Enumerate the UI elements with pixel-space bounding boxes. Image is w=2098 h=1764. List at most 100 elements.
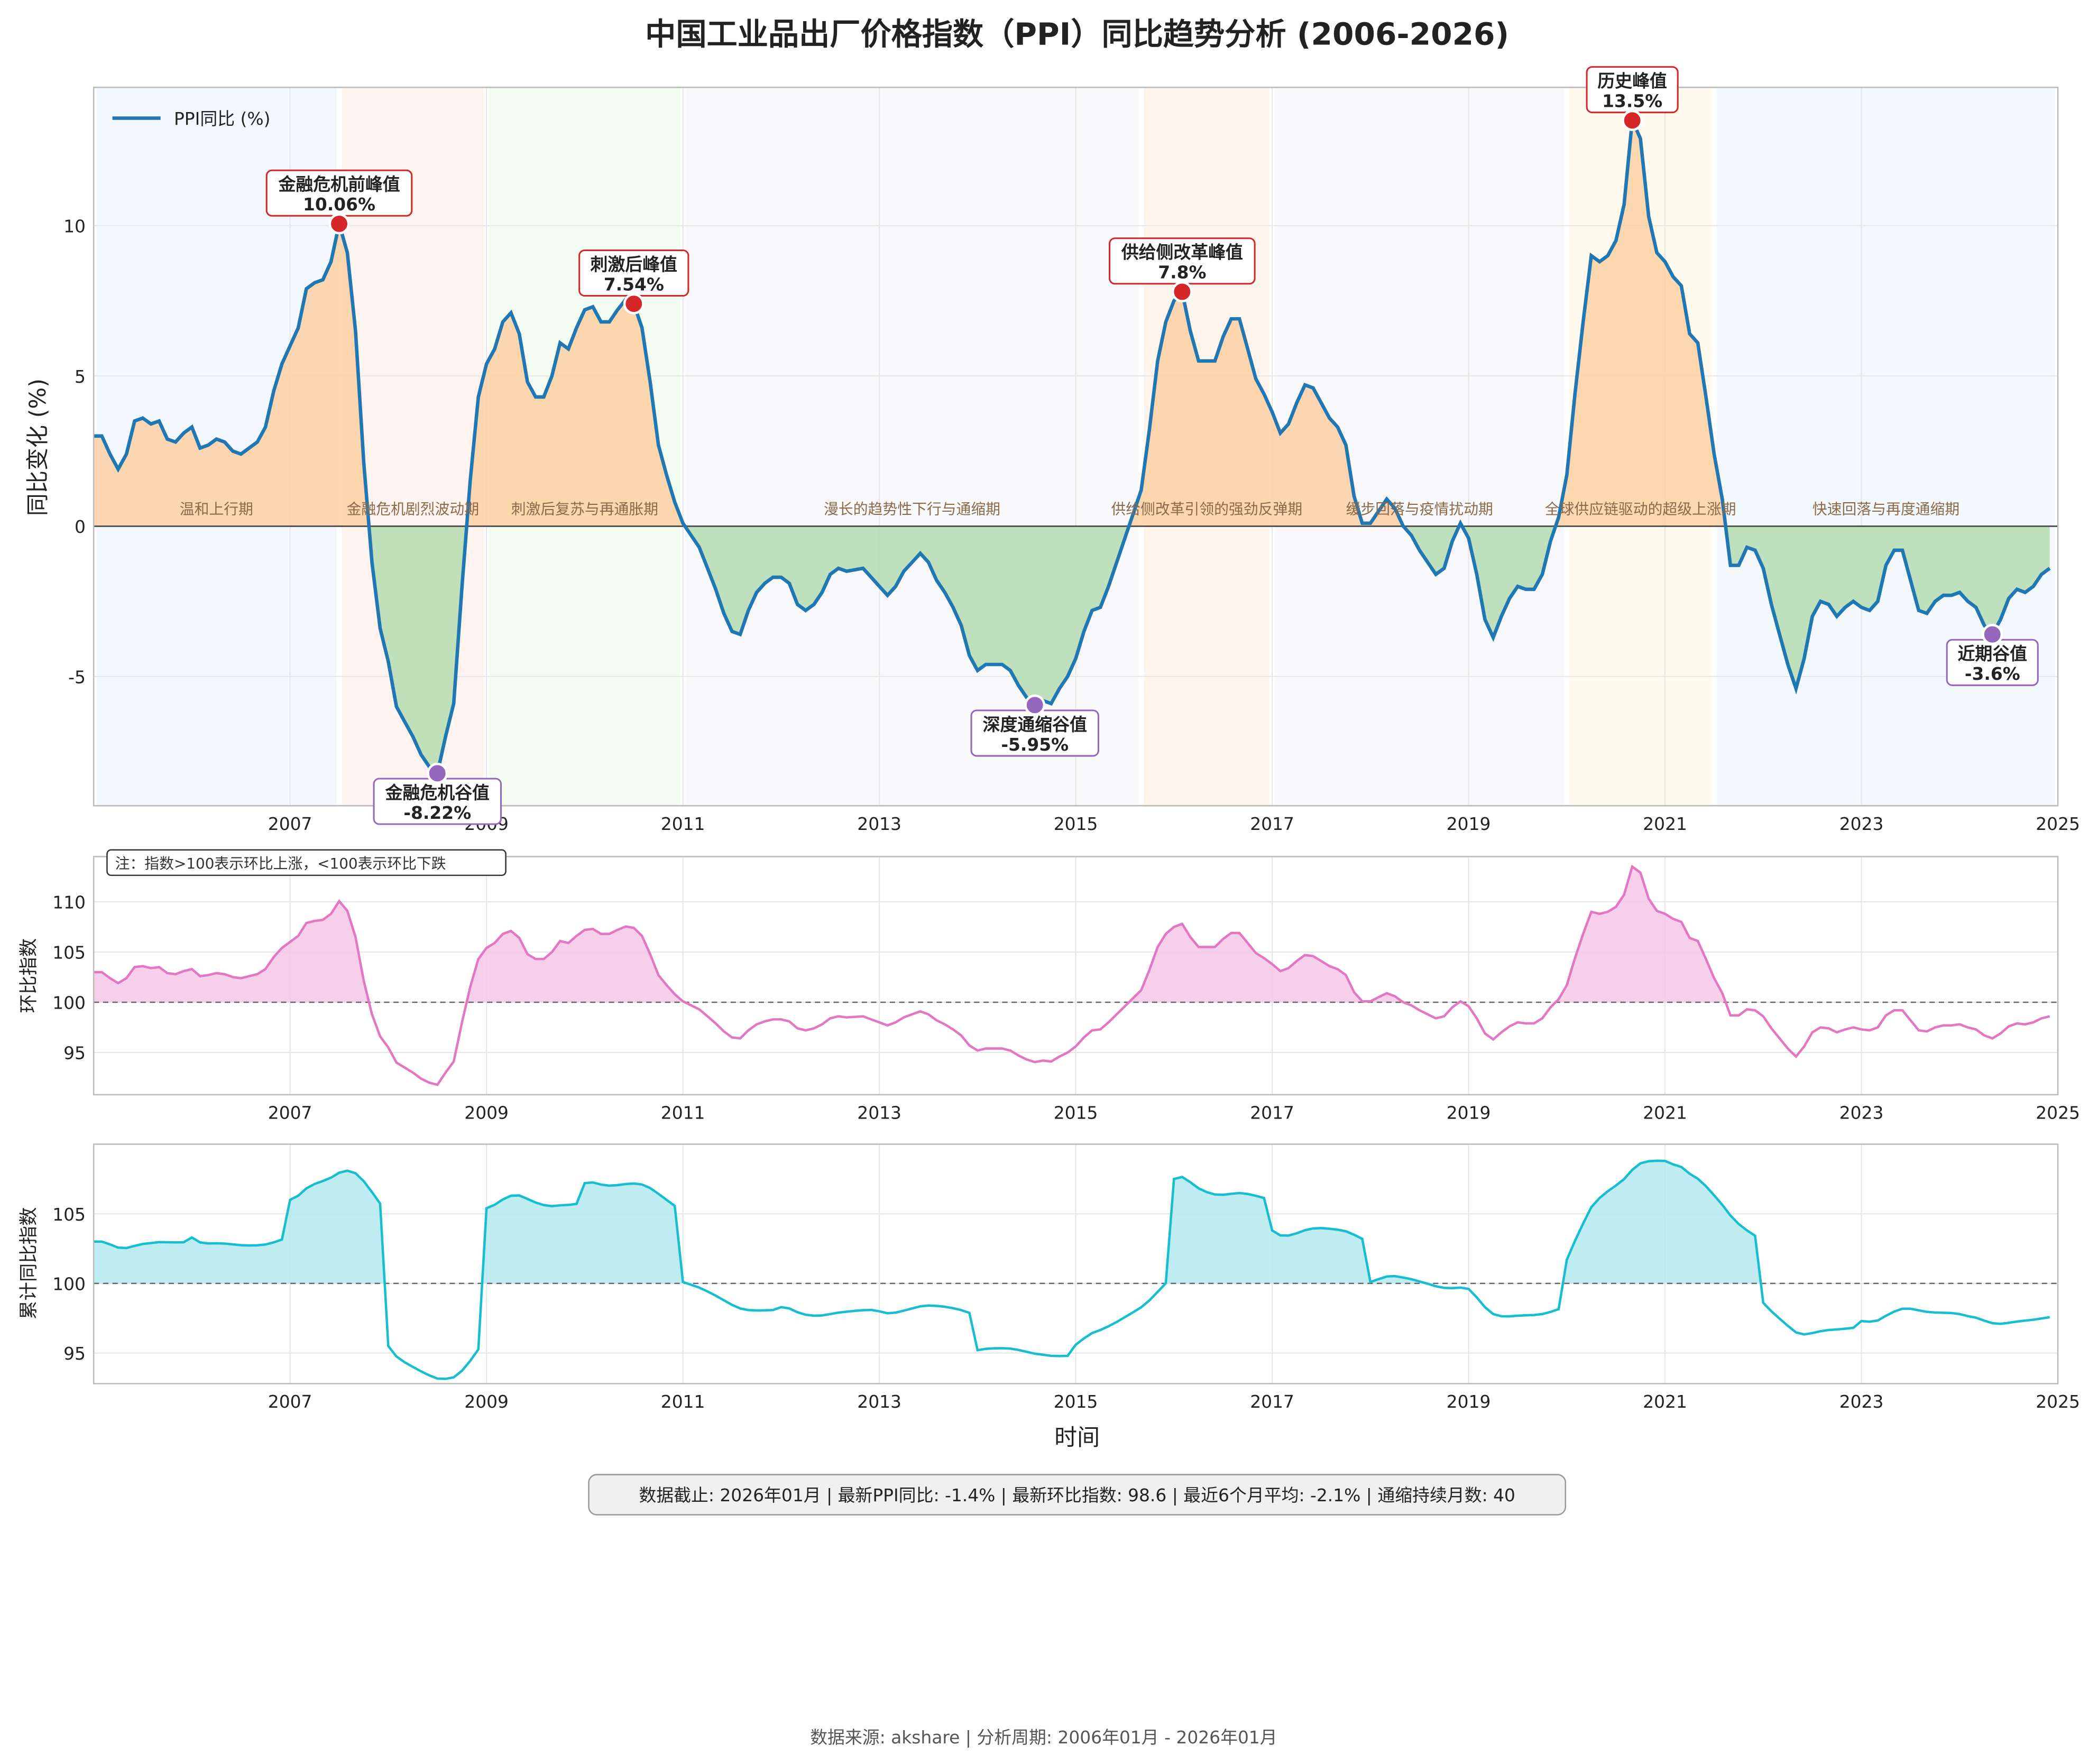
peak-marker <box>623 293 645 315</box>
x-tick-label: 2023 <box>1839 1102 1884 1123</box>
annotation-value: -5.95% <box>1001 734 1069 755</box>
annotation-title: 历史峰值 <box>1597 71 1667 91</box>
annotation-value: 7.54% <box>604 274 664 294</box>
trough-annotation: 金融危机谷值-8.22% <box>373 762 502 825</box>
period-label: 全球供应链驱动的超级上涨期 <box>1545 501 1736 518</box>
x-tick-label: 2025 <box>2036 814 2080 834</box>
x-tick-label: 2011 <box>661 814 705 834</box>
peak-marker <box>1622 109 1643 131</box>
x-tick-label: 2013 <box>857 814 901 834</box>
positive-area <box>94 120 1726 527</box>
x-tick-label: 2025 <box>2036 1391 2080 1412</box>
annotation-title: 金融危机前峰值 <box>278 174 400 195</box>
y-tick-label: 5 <box>75 366 86 387</box>
x-tick-label: 2017 <box>1250 1391 1294 1412</box>
main-panel: 2007200920112013201520172019202120232025… <box>63 66 2080 834</box>
period-band <box>1717 87 2056 806</box>
annotation-value: -8.22% <box>403 802 471 823</box>
chart-title: 中国工业品出厂价格指数（PPI）同比趋势分析 (2006-2026) <box>645 16 1509 52</box>
x-tick-label: 2007 <box>268 1391 312 1412</box>
legend: PPI同比 (%) <box>112 108 270 129</box>
period-band <box>685 87 1139 806</box>
main-ylabel: 同比变化 (%) <box>25 378 51 516</box>
series-line <box>94 864 2050 1086</box>
period-label: 供给侧改革引领的强劲反弹期 <box>1111 501 1302 518</box>
y-tick-label: 100 <box>52 993 86 1013</box>
cum-panel: 2007 2009 2011 2013 2015 2017 2019 2021 2023 2025… <box>52 1143 2080 1412</box>
y-tick-label: 95 <box>63 1343 86 1364</box>
annotation-title: 供给侧改革峰值 <box>1121 242 1243 263</box>
trough-marker <box>427 762 448 784</box>
legend-label: PPI同比 (%) <box>174 108 270 129</box>
x-tick-label: 2015 <box>1054 1391 1098 1412</box>
annotation-title: 刺激后峰值 <box>591 254 678 274</box>
negative-area <box>94 526 2050 773</box>
x-tick-label: 2025 <box>2036 1102 2080 1123</box>
trough-annotation: 近期谷值-3.6% <box>1946 624 2039 686</box>
annotation-value: -3.6% <box>1965 663 2020 684</box>
axes-frame <box>93 1143 2059 1384</box>
period-label: 快速回落与再度通缩期 <box>1812 501 1959 518</box>
period-label: 刺激后复苏与再通胀期 <box>511 501 658 518</box>
trough-marker <box>1024 694 1046 716</box>
y-tick-label: 105 <box>52 1204 86 1225</box>
x-tick-label: 2019 <box>1447 814 1491 834</box>
note-box: 注：指数>100表示环比上涨，<100表示环比下跌 <box>106 849 507 876</box>
x-tick-label: 2019 <box>1447 1102 1491 1123</box>
mom-panel: 2007 2009 2011 2013 2015 2017 2019 2021 2023 2025… <box>52 849 2080 1123</box>
annotation-title: 近期谷值 <box>1957 643 2027 664</box>
x-tick-label: 2017 <box>1250 1102 1294 1123</box>
peak-marker <box>1171 281 1193 302</box>
series-line <box>94 114 2051 777</box>
y-tick-label: 95 <box>63 1043 86 1064</box>
annotation-title: 深度通缩谷值 <box>983 714 1087 735</box>
x-tick-label: 2011 <box>661 1391 705 1412</box>
x-tick-label: 2009 <box>464 1391 509 1412</box>
x-tick-label: 2013 <box>857 1391 901 1412</box>
trough-annotation: 深度通缩谷值-5.95% <box>970 694 1099 757</box>
summary-box: 数据截止: 2026年01月 | 最新PPI同比: -1.4% | 最新环比指数… <box>588 1474 1567 1516</box>
trough-marker <box>1982 624 2003 645</box>
x-tick-label: 2023 <box>1839 1391 1884 1412</box>
x-tick-label: 2013 <box>857 1102 901 1123</box>
x-tick-label: 2021 <box>1643 814 1687 834</box>
series-line <box>94 1159 2050 1380</box>
y-tick-label: 0 <box>75 516 86 537</box>
y-tick-label: 10 <box>63 216 86 237</box>
period-label: 缓步回落与疫情扰动期 <box>1346 501 1493 518</box>
period-label: 金融危机剧烈波动期 <box>347 501 479 518</box>
x-tick-label: 2023 <box>1839 814 1884 834</box>
positive-area <box>94 866 1726 1003</box>
y-tick-label: 110 <box>52 892 86 913</box>
cum-ylabel: 累计同比指数 <box>18 1207 40 1319</box>
y-tick-label: 105 <box>52 943 86 963</box>
x-tick-label: 2009 <box>464 1102 509 1123</box>
x-tick-label: 2021 <box>1643 1102 1687 1123</box>
annotation-value: 13.5% <box>1602 91 1662 112</box>
y-tick-label: 100 <box>52 1274 86 1295</box>
note-text: 注：指数>100表示环比上涨，<100表示环比下跌 <box>115 855 446 872</box>
note-frame <box>106 849 507 876</box>
x-tick-label: 2007 <box>268 1102 312 1123</box>
footer-source: 数据来源: akshare | 分析周期: 2006年01月 - 2026年01… <box>810 1727 1277 1748</box>
y-tick-label: -5 <box>68 667 86 687</box>
x-tick-label: 2021 <box>1643 1391 1687 1412</box>
x-tick-label: 2019 <box>1447 1391 1491 1412</box>
axes-frame <box>93 856 2059 1096</box>
annotation-value: 10.06% <box>303 194 375 215</box>
x-tick-label: 2011 <box>661 1102 705 1123</box>
x-tick-label: 2007 <box>268 814 312 834</box>
annotation-value: 7.8% <box>1158 262 1206 283</box>
peak-marker <box>328 213 350 235</box>
axes-frame <box>93 87 2059 807</box>
x-axis-label: 时间 <box>1054 1425 1100 1451</box>
period-label: 漫长的趋势性下行与通缩期 <box>824 501 1000 518</box>
x-tick-label: 2017 <box>1250 814 1294 834</box>
period-label: 温和上行期 <box>180 501 253 518</box>
x-tick-label: 2015 <box>1054 814 1098 834</box>
